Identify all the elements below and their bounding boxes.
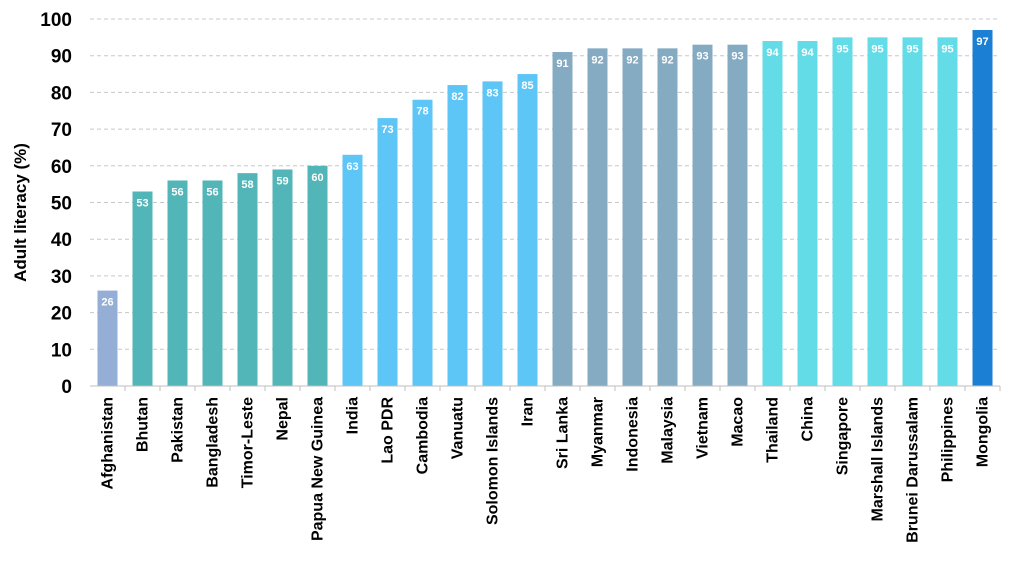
value-label: 95 (871, 43, 883, 55)
bar-cambodia (412, 99, 433, 387)
category-label: India (345, 397, 362, 434)
category-label: Bangladesh (205, 397, 222, 488)
category-label: Cambodia (415, 397, 432, 474)
category-label: Timor-Leste (240, 397, 257, 488)
bar-bhutan (132, 191, 153, 386)
category-label: Singapore (835, 397, 852, 475)
value-label: 95 (906, 43, 918, 55)
category-label: Marshall Islands (870, 397, 887, 522)
value-label: 92 (626, 54, 638, 66)
value-label: 26 (101, 297, 113, 309)
bar-malaysia (657, 48, 678, 387)
category-label: Lao PDR (380, 397, 397, 464)
y-tick-label: 100 (40, 10, 72, 31)
value-label: 73 (381, 124, 393, 136)
category-label: Papua New Guinea (310, 397, 327, 541)
category-label: Pakistan (170, 397, 187, 463)
y-tick-label: 80 (51, 83, 72, 104)
category-label: Brunei Darussalam (905, 397, 922, 543)
bar-singapore (832, 37, 853, 386)
category-label: Afghanistan (100, 397, 117, 489)
value-label: 91 (556, 58, 568, 70)
category-label: Indonesia (625, 397, 642, 472)
value-label: 95 (836, 43, 848, 55)
y-tick-label: 20 (51, 304, 72, 325)
category-label: Vanuatu (450, 397, 467, 459)
value-label: 94 (766, 47, 779, 59)
category-label: Macao (730, 397, 747, 447)
y-axis-label: Adult literacy (%) (11, 143, 30, 282)
y-tick-label: 40 (51, 230, 72, 251)
category-label: Malaysia (660, 397, 677, 464)
value-label: 93 (696, 51, 708, 63)
bar-china (797, 41, 818, 387)
bar-timor-leste (237, 173, 258, 386)
category-label: Bhutan (135, 397, 152, 452)
value-label: 94 (801, 47, 814, 59)
bars: 26 53 56 56 58 59 60 63 73 78 82 83 85 91 92 92 92 93 93 94… (97, 30, 993, 387)
category-label: Vietnam (695, 397, 712, 459)
bar-solomon-islands (482, 81, 503, 386)
gridlines (90, 18, 1000, 350)
y-tick-label: 50 (51, 194, 72, 215)
bar-sri-lanka (552, 52, 573, 386)
value-label: 58 (241, 179, 253, 191)
bar-myanmar (587, 48, 608, 387)
value-label: 60 (311, 172, 323, 184)
y-tick-label: 0 (61, 377, 72, 398)
category-label: Philippines (940, 397, 957, 482)
bar-macao (727, 44, 748, 386)
bar-lao-pdr (377, 118, 398, 386)
bar-afghanistan (97, 290, 118, 386)
bar-vanuatu (447, 85, 468, 386)
category-label: China (800, 397, 817, 442)
category-label: Iran (520, 397, 537, 426)
value-label: 82 (451, 91, 463, 103)
value-label: 53 (136, 197, 148, 209)
bar-papua-new-guinea (307, 165, 328, 386)
category-label: Thailand (765, 397, 782, 463)
category-label: Sri Lanka (555, 397, 572, 469)
value-label: 83 (486, 87, 498, 99)
value-label: 92 (661, 54, 673, 66)
value-label: 78 (416, 106, 428, 118)
value-label: 59 (276, 175, 288, 187)
value-label: 63 (346, 161, 358, 173)
y-tick-label: 90 (51, 47, 72, 68)
bar-philippines (937, 37, 958, 386)
value-label: 56 (206, 186, 218, 198)
bar-mongolia (972, 30, 993, 386)
bar-vietnam (692, 44, 713, 386)
value-label: 85 (521, 80, 533, 92)
value-label: 97 (976, 36, 988, 48)
bar-brunei-darussalam (902, 37, 923, 386)
value-label: 92 (591, 54, 603, 66)
category-label: Myanmar (590, 397, 607, 467)
y-tick-label: 70 (51, 120, 72, 141)
value-label: 56 (171, 186, 183, 198)
bar-india (342, 154, 363, 386)
y-tick-label: 10 (51, 340, 72, 361)
category-label: Mongolia (975, 397, 992, 467)
value-label: 95 (941, 43, 953, 55)
category-label: Nepal (275, 397, 292, 441)
x-axis-ticks: Afghanistan Bhutan Pakistan Bangladesh Timor… (100, 386, 1001, 543)
bar-pakistan (167, 180, 188, 386)
bar-marshall-islands (867, 37, 888, 386)
bar-iran (517, 74, 538, 387)
bar-indonesia (622, 48, 643, 387)
bar-bangladesh (202, 180, 223, 386)
value-label: 93 (731, 51, 743, 63)
bar-nepal (272, 169, 293, 386)
bar-thailand (762, 41, 783, 387)
category-label: Solomon Islands (485, 397, 502, 525)
y-tick-label: 60 (51, 157, 72, 178)
y-tick-label: 30 (51, 267, 72, 288)
y-axis-ticks: 0 10 20 30 40 50 60 70 80 90 100 (40, 10, 72, 398)
